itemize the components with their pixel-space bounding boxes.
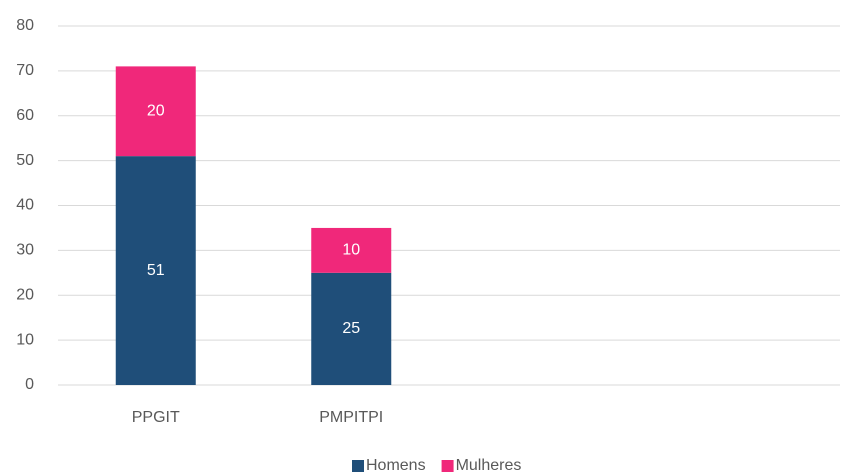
- bar-segment: [311, 227, 392, 273]
- legend-label: Mulheres: [456, 457, 522, 474]
- x-tick-label: PMPITPI: [319, 409, 383, 426]
- legend-swatch: [352, 460, 364, 472]
- bar-segment: [115, 66, 196, 157]
- y-tick-label: 0: [25, 376, 34, 393]
- y-tick-label: 20: [16, 286, 34, 303]
- legend-swatch: [441, 460, 454, 472]
- data-label: 20: [147, 102, 165, 119]
- legend-label: Homens: [366, 457, 426, 474]
- data-label: 51: [147, 262, 165, 279]
- bar-segment: [115, 156, 196, 385]
- data-label: 10: [342, 242, 360, 259]
- y-tick-label: 70: [16, 62, 34, 79]
- y-tick-label: 30: [16, 242, 34, 259]
- y-tick-label: 10: [16, 331, 34, 348]
- y-tick-label: 60: [16, 107, 34, 124]
- y-tick-label: 80: [16, 17, 34, 34]
- data-label: 25: [342, 320, 360, 337]
- y-tick-label: 50: [16, 152, 34, 169]
- x-tick-label: PPGIT: [132, 409, 180, 426]
- bar-segment: [311, 272, 392, 385]
- y-tick-label: 40: [16, 197, 34, 214]
